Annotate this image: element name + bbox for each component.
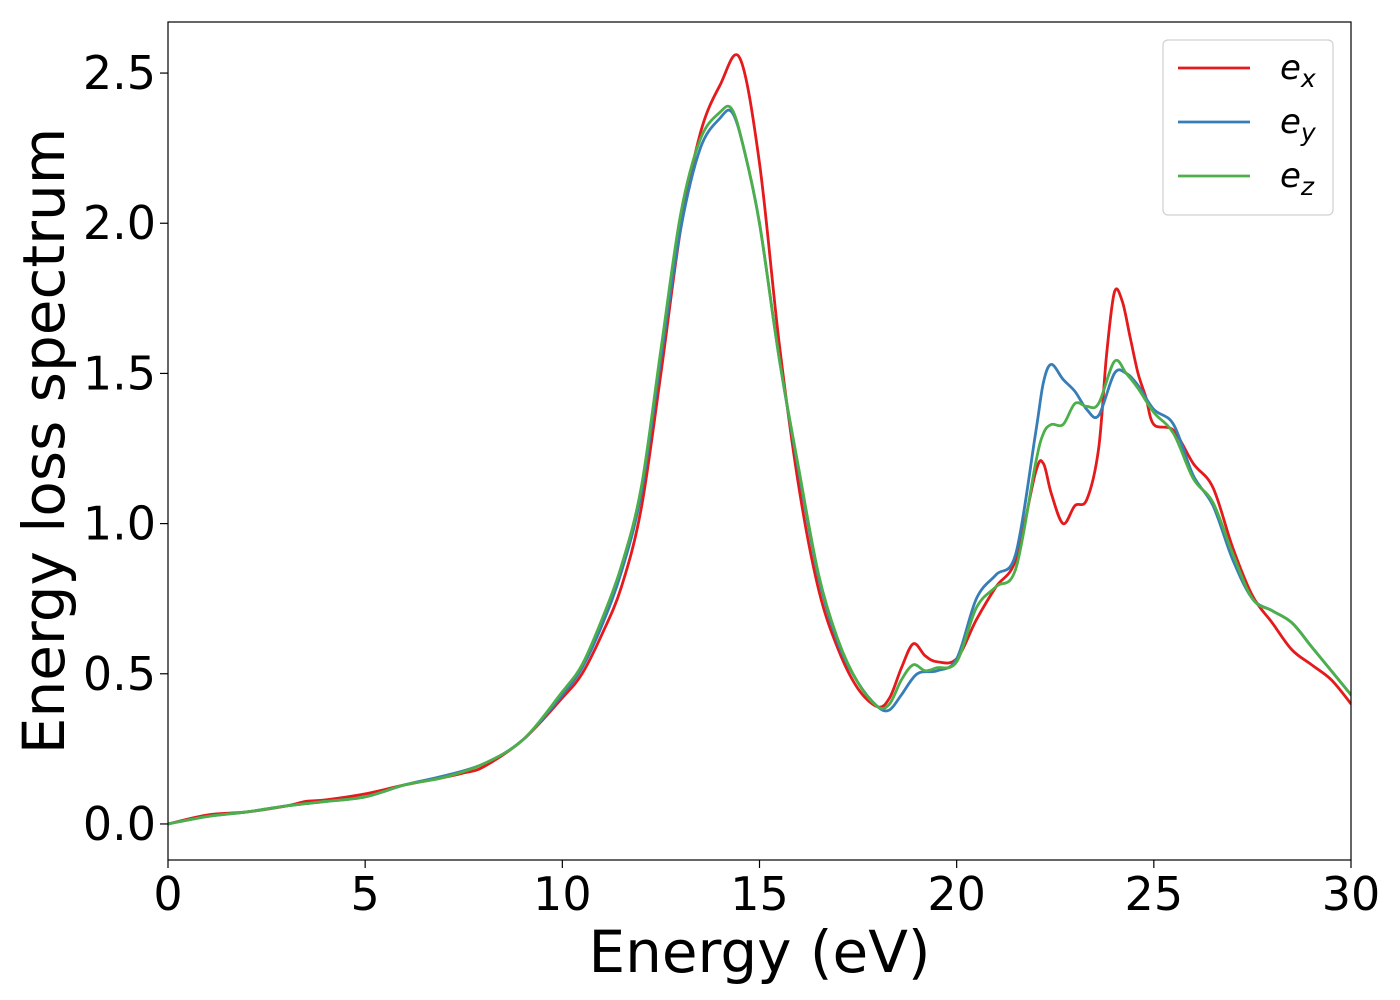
- x-tick-label: 20: [927, 867, 986, 921]
- y-tick-label: 1.0: [83, 497, 156, 551]
- y-axis: 0.0 0.5 1.0 1.5 2.0 2.5: [83, 46, 168, 851]
- series-line-z: [168, 104, 1351, 826]
- y-tick-label: 2.0: [83, 196, 156, 250]
- x-tick-label: 15: [730, 867, 789, 921]
- x-axis-label: Energy (eV): [588, 918, 930, 986]
- x-tick-label: 10: [533, 867, 592, 921]
- legend-box: [1162, 39, 1334, 216]
- legend-label-z: ez: [1280, 156, 1315, 201]
- y-tick-label: 1.5: [83, 346, 156, 400]
- y-tick-label: 0.5: [83, 647, 156, 701]
- legend: ex ey ez: [1162, 39, 1334, 216]
- y-tick-label: 2.5: [83, 46, 156, 100]
- x-tick-label: 0: [153, 867, 182, 921]
- x-axis: 0 5 10 15 20 25 30: [153, 860, 1380, 921]
- x-tick-label: 30: [1322, 867, 1381, 921]
- legend-label-y: ey: [1280, 102, 1317, 147]
- plot-lines: [168, 53, 1351, 826]
- legend-label-x: ex: [1280, 48, 1316, 93]
- x-tick-label: 25: [1125, 867, 1184, 921]
- x-tick-label: 5: [351, 867, 380, 921]
- y-axis-label: Energy loss spectrum: [10, 128, 78, 754]
- y-tick-label: 0.0: [83, 797, 156, 851]
